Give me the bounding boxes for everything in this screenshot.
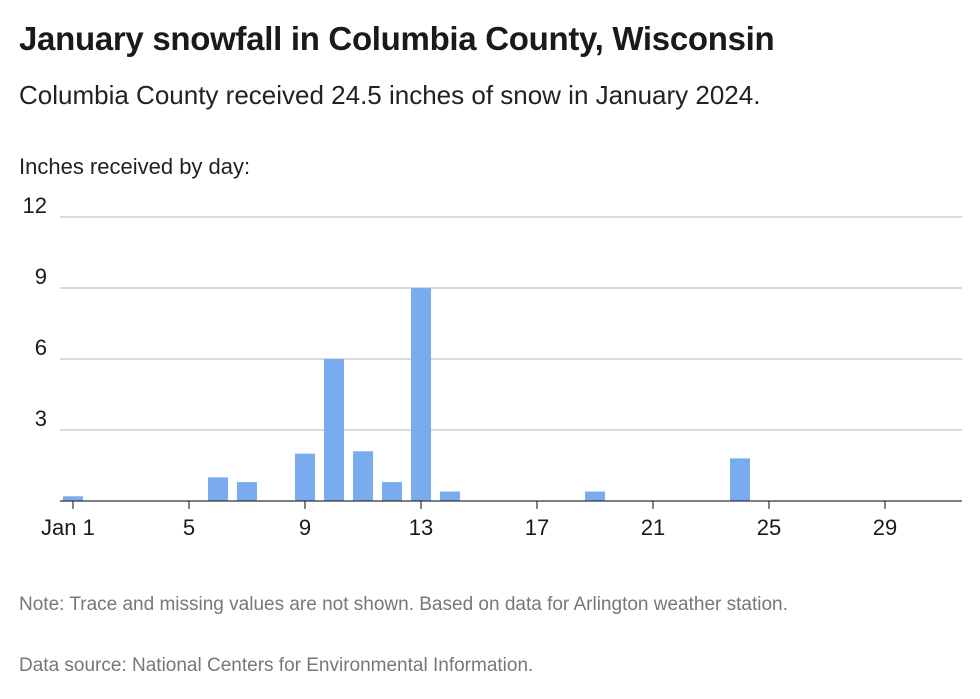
x-tick-label: 17	[525, 515, 549, 540]
x-tick-label: 5	[183, 515, 195, 540]
x-tick-label: 21	[641, 515, 665, 540]
bar-day-7	[237, 482, 257, 501]
bar-day-13	[411, 288, 431, 501]
bar-day-19	[585, 491, 605, 501]
x-tick-label: 13	[409, 515, 433, 540]
bar-day-1	[63, 496, 83, 501]
bar-chart: 12 9 6 3 Jan 1 5 9 13 17 21 25 29	[23, 193, 962, 540]
chart-note: Note: Trace and missing values are not s…	[19, 594, 788, 615]
x-tick-label: Jan 1	[41, 515, 95, 540]
bars	[63, 288, 750, 501]
chart-subtitle: Columbia County received 24.5 inches of …	[19, 80, 761, 110]
bar-day-10	[324, 359, 344, 501]
x-tick-label: 29	[873, 515, 897, 540]
chart-title: January snowfall in Columbia County, Wis…	[19, 20, 775, 57]
bar-day-11	[353, 451, 373, 501]
y-tick-label: 9	[35, 264, 47, 289]
bar-day-12	[382, 482, 402, 501]
x-ticks: Jan 1 5 9 13 17 21 25 29	[41, 501, 897, 540]
y-tick-label: 6	[35, 335, 47, 360]
y-tick-labels: 12 9 6 3	[23, 193, 47, 431]
y-axis-label: Inches received by day:	[19, 154, 251, 179]
x-tick-label: 9	[299, 515, 311, 540]
bar-day-14	[440, 491, 460, 501]
bar-day-6	[208, 477, 228, 501]
y-tick-label: 3	[35, 406, 47, 431]
data-source: Data source: National Centers for Enviro…	[19, 655, 534, 676]
x-tick-label: 25	[757, 515, 781, 540]
bar-day-24	[730, 458, 750, 501]
gridlines	[60, 216, 962, 431]
bar-day-9	[295, 453, 315, 501]
y-tick-label: 12	[23, 193, 47, 218]
